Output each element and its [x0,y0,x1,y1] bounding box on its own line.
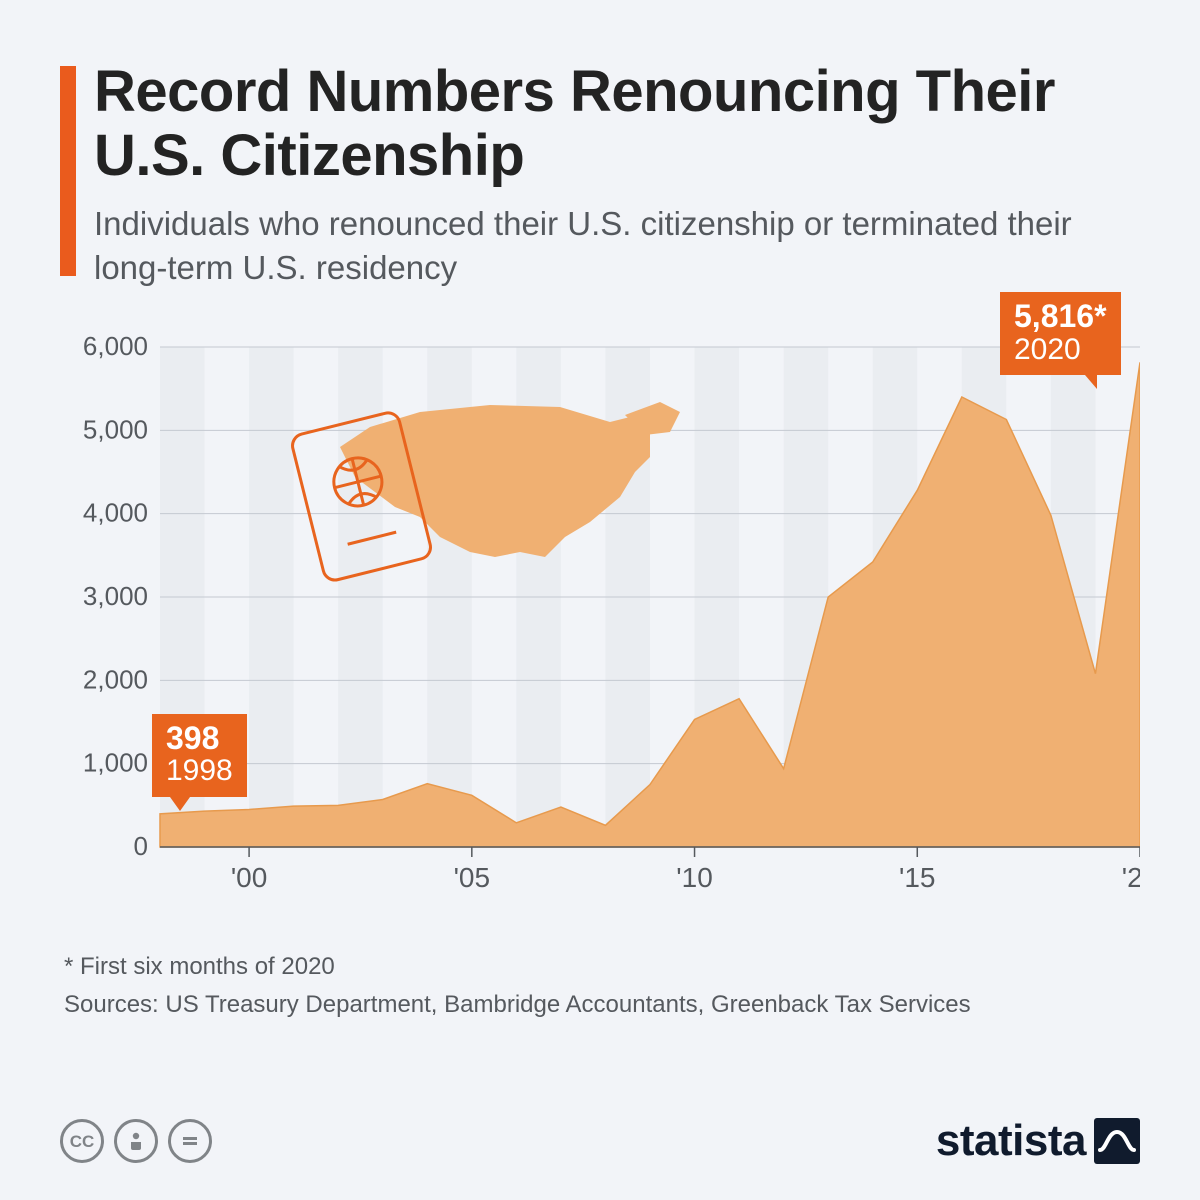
chart-title: Record Numbers Renouncing Their U.S. Cit… [94,60,1140,188]
svg-text:0: 0 [134,831,148,861]
cc-icon: CC [60,1119,104,1163]
callout-last-year: 2020 [1014,333,1081,366]
svg-text:'05: '05 [454,862,491,893]
cc-license-icons: CC [60,1119,212,1163]
callout-last-value: 5,816* [1014,300,1107,334]
nd-icon [168,1119,212,1163]
sources: Sources: US Treasury Department, Bambrid… [60,991,1140,1019]
logo-mark-icon [1094,1118,1140,1164]
chart-subtitle: Individuals who renounced their U.S. cit… [94,202,1140,291]
y-axis: 0 1,000 2,000 3,000 4,000 5,000 6,000 [83,331,148,861]
svg-text:3,000: 3,000 [83,581,148,611]
svg-text:CC: CC [70,1132,95,1151]
accent-bar [60,66,76,276]
svg-text:'15: '15 [899,862,936,893]
statista-logo: statista [936,1116,1140,1166]
x-axis: '00 '05 '10 '15 '20 [160,847,1140,893]
svg-text:'20: '20 [1122,862,1140,893]
callout-first: 398 1998 [152,714,247,797]
svg-text:'00: '00 [231,862,268,893]
callout-first-year: 1998 [166,754,233,787]
svg-text:6,000: 6,000 [83,331,148,361]
svg-text:1,000: 1,000 [83,747,148,777]
callout-first-value: 398 [166,722,233,756]
footer-bar: CC statista [0,1092,1200,1200]
header: Record Numbers Renouncing Their U.S. Cit… [60,60,1140,291]
logo-text: statista [936,1116,1086,1166]
svg-text:2,000: 2,000 [83,664,148,694]
svg-text:'10: '10 [676,862,713,893]
by-icon [114,1119,158,1163]
svg-text:4,000: 4,000 [83,497,148,527]
chart: 0 1,000 2,000 3,000 4,000 5,000 6,000 '00 '05 '1… [60,327,1140,917]
svg-text:5,000: 5,000 [83,414,148,444]
area-chart-svg: 0 1,000 2,000 3,000 4,000 5,000 6,000 '00 '05 '1… [60,327,1140,917]
footnote: * First six months of 2020 [60,953,1140,981]
callout-last: 5,816* 2020 [1000,292,1121,375]
